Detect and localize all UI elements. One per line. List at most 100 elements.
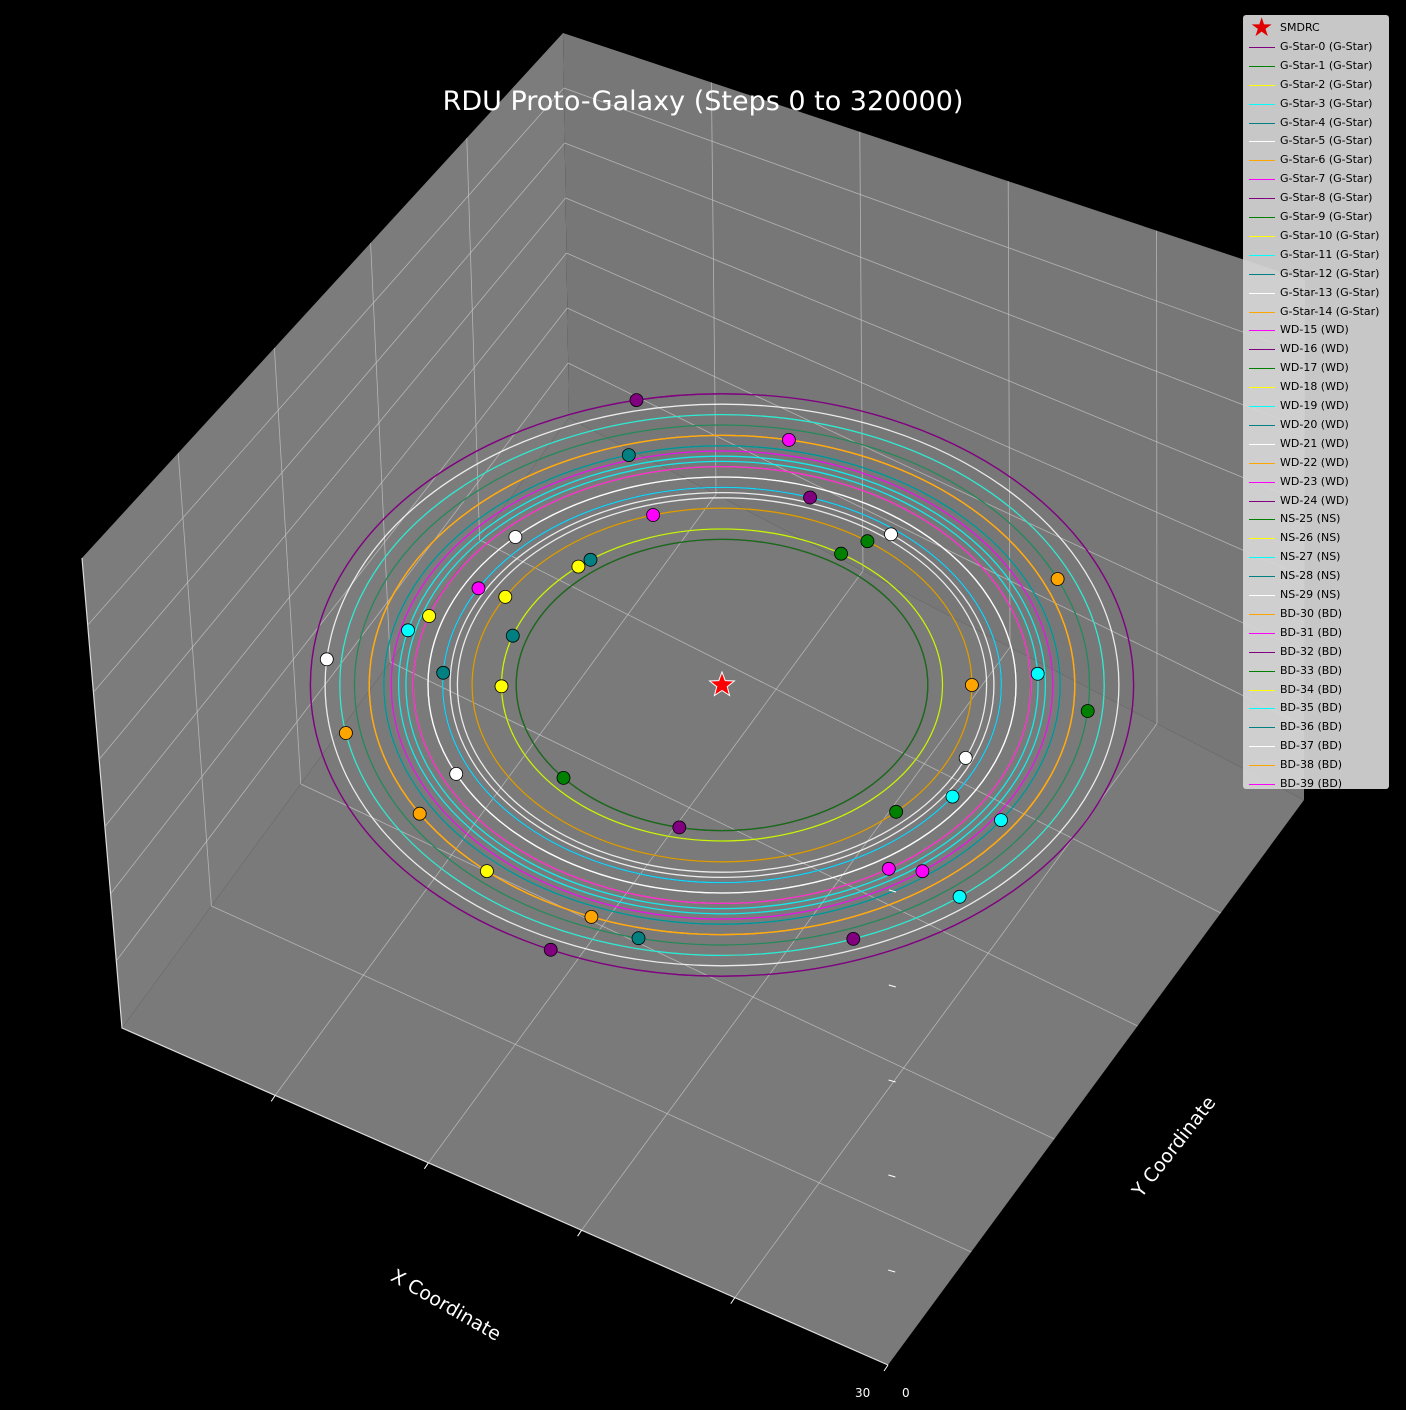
x-tick <box>577 1229 583 1237</box>
body-marker-14 <box>1050 572 1065 586</box>
legend-label: G-Star-11 (G-Star) <box>1280 247 1380 261</box>
legend-item-21: WD-21 (WD) <box>1243 435 1389 454</box>
legend-label: G-Star-4 (G-Star) <box>1280 115 1373 129</box>
legend-label: WD-21 (WD) <box>1280 436 1349 450</box>
legend-item-28: NS-28 (NS) <box>1243 567 1389 586</box>
grid-line <box>428 570 864 1164</box>
body-marker-11 <box>401 623 415 638</box>
legend-item-2: G-Star-2 (G-Star) <box>1243 76 1389 95</box>
body-marker-19 <box>994 813 1008 827</box>
legend-swatch <box>1249 727 1275 729</box>
orbit-36 <box>383 445 1061 925</box>
body-marker-32 <box>803 490 817 505</box>
orbit-21 <box>449 491 995 879</box>
y-tick <box>888 1079 896 1083</box>
legend-item-22: WD-22 (WD) <box>1243 454 1389 473</box>
body-marker-1 <box>1080 704 1095 718</box>
legend-label: WD-19 (WD) <box>1280 399 1349 412</box>
legend-label: G-Star-6 (G-Star) <box>1280 153 1373 167</box>
orbit-37 <box>456 497 988 873</box>
legend-item-18: WD-18 (WD) <box>1243 378 1389 397</box>
legend-label: G-Star-13 (G-Star) <box>1280 285 1380 299</box>
legend-item-10: G-Star-10 (G-Star) <box>1243 227 1389 246</box>
body-marker-38 <box>965 678 979 692</box>
body-marker-33 <box>860 534 875 549</box>
legend-swatch <box>1249 557 1275 559</box>
legend-swatch <box>1249 235 1275 237</box>
legend-swatch <box>1249 330 1275 332</box>
body-marker-12 <box>436 665 451 680</box>
legend-label: G-Star-5 (G-Star) <box>1280 134 1373 148</box>
legend-item-smdrc: ★ SMDRC <box>1243 15 1389 41</box>
grid-line <box>390 661 1138 1027</box>
grid-line <box>567 362 1305 727</box>
legend-swatch <box>1249 538 1275 540</box>
legend-swatch <box>1249 443 1275 445</box>
legend-swatch <box>1249 122 1275 124</box>
body-marker-7 <box>471 581 486 596</box>
left-wall-pane <box>82 33 569 1028</box>
body-marker-8 <box>543 942 558 957</box>
body-marker-25 <box>556 771 571 785</box>
legend-label: G-Star-2 (G-Star) <box>1280 77 1373 91</box>
legend-swatch <box>1249 84 1275 86</box>
legend-item-15: WD-15 (WD) <box>1243 321 1389 340</box>
y-tick <box>888 984 896 988</box>
legend-label: G-Star-9 (G-Star) <box>1280 210 1373 223</box>
orbit-29 <box>427 476 1017 894</box>
legend-label: G-Star-10 (G-Star) <box>1280 228 1380 242</box>
orbit-15 <box>390 450 1054 920</box>
legend-swatch <box>1249 613 1275 615</box>
body-markers <box>319 393 1095 957</box>
body-marker-4 <box>583 552 598 567</box>
legend-swatch <box>1249 746 1275 748</box>
legend-swatch <box>1249 576 1275 578</box>
orbit-39 <box>412 465 1032 905</box>
grid-line <box>566 252 1305 578</box>
body-marker-24 <box>629 393 644 408</box>
legend-swatch <box>1249 481 1275 483</box>
body-marker-13 <box>319 652 334 667</box>
grid-line <box>466 137 480 541</box>
legend-item-24: WD-24 (WD) <box>1243 492 1389 511</box>
legend-item-29: NS-29 (NS) <box>1243 586 1389 605</box>
body-marker-0 <box>846 932 861 946</box>
grid-lines <box>87 82 1305 1298</box>
grid-line <box>93 142 566 693</box>
grid-line <box>565 197 1305 504</box>
body-marker-9 <box>889 804 903 819</box>
orbit-13 <box>324 403 1120 967</box>
grid-line <box>274 347 302 785</box>
legend-swatch <box>1249 595 1275 596</box>
legend-item-38: BD-38 (BD) <box>1243 756 1389 775</box>
legend-item-33: BD-33 (BD) <box>1243 662 1389 681</box>
legend-label: G-Star-1 (G-Star) <box>1280 58 1373 72</box>
legend-item-39: BD-39 (BD) <box>1243 775 1389 794</box>
grid-line <box>104 252 567 827</box>
legend-swatch <box>1249 160 1275 162</box>
legend-item-6: G-Star-6 (G-Star) <box>1243 151 1389 170</box>
tick-label-y-30: 30 <box>855 1386 871 1400</box>
legend-label: BD-38 (BD) <box>1280 758 1343 772</box>
body-marker-10 <box>422 609 437 623</box>
legend-swatch <box>1249 784 1275 785</box>
legend-item-30: BD-30 (BD) <box>1243 605 1389 624</box>
axis-edge <box>81 557 889 1366</box>
body-marker-39 <box>881 861 896 876</box>
orbit-11 <box>397 455 1047 915</box>
body-marker-17 <box>834 546 848 561</box>
legend-label: G-Star-14 (G-Star) <box>1280 304 1380 318</box>
body-marker-35 <box>945 789 960 804</box>
body-marker-16 <box>672 820 687 835</box>
orbit-20 <box>353 424 1091 946</box>
legend-item-19: WD-19 (WD) <box>1243 397 1389 416</box>
legend-swatch <box>1249 311 1275 313</box>
legend-swatch <box>1249 765 1275 767</box>
body-marker-36 <box>621 448 636 463</box>
legend-label: BD-39 (BD) <box>1280 777 1343 790</box>
legend-label: BD-36 (BD) <box>1280 720 1343 734</box>
body-marker-15 <box>915 864 930 879</box>
body-marker-26 <box>479 864 494 878</box>
legend-swatch <box>1249 651 1275 653</box>
legend-swatch <box>1249 254 1275 256</box>
